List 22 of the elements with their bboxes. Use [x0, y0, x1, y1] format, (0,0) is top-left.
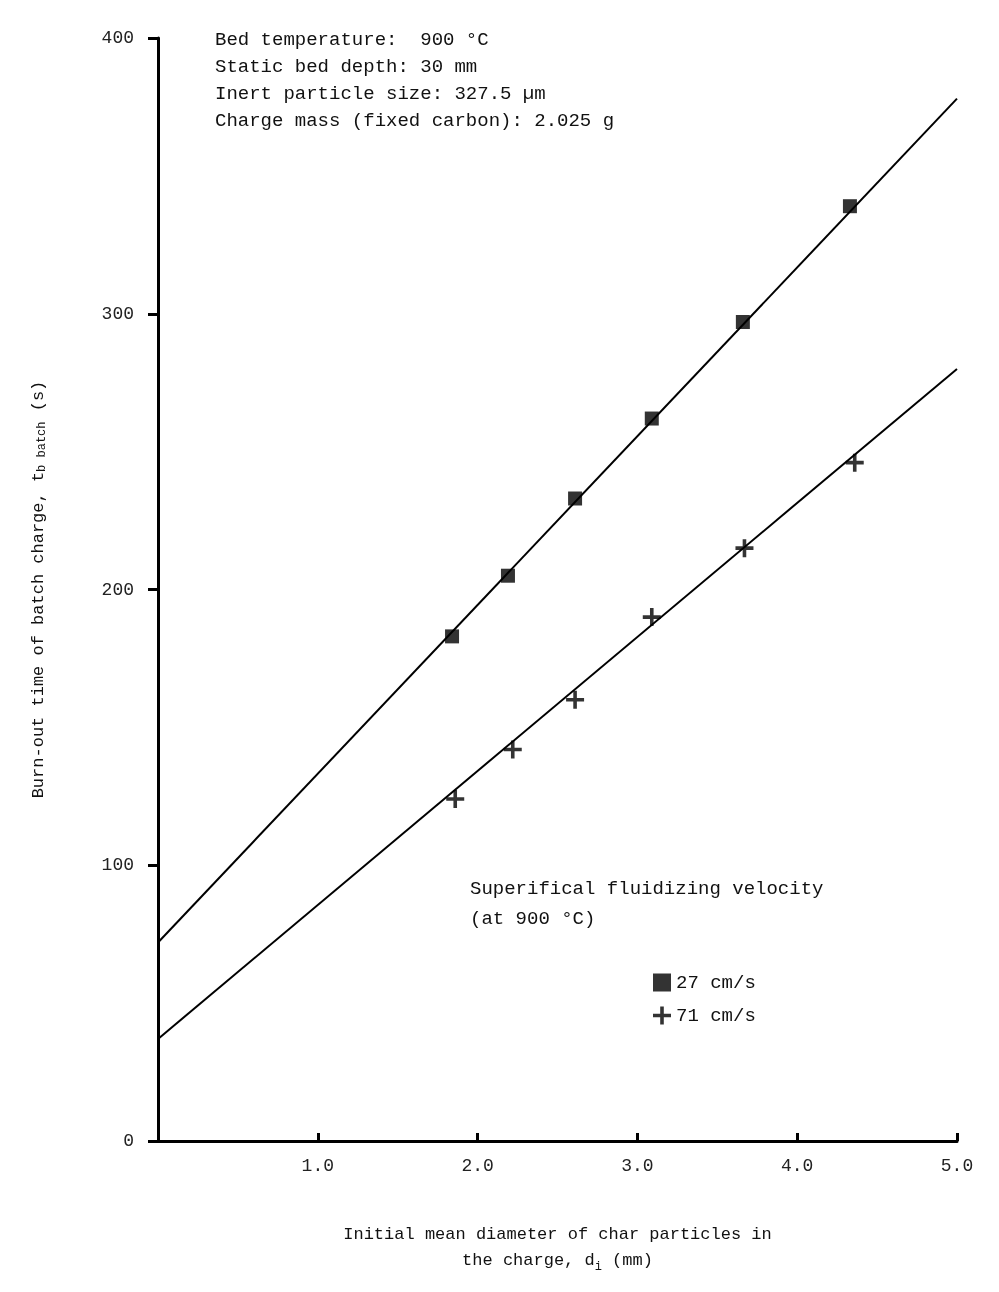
y-tick-label: 200	[101, 579, 134, 600]
y-tick-label: 0	[123, 1131, 134, 1151]
x-tick-label: 2.0	[461, 1156, 494, 1176]
x-tick-label: 4.0	[781, 1156, 814, 1176]
legend-label: 71 cm/s	[676, 1004, 756, 1027]
point	[446, 790, 465, 809]
y-tick-label: 300	[101, 303, 134, 324]
x-tick-label: 5.0	[940, 1156, 974, 1176]
x-tick-label: 1.0	[301, 1156, 334, 1176]
y-tick-label: 400	[101, 28, 134, 48]
annotation: Static bed depth: 30 mm	[215, 55, 478, 78]
point	[845, 453, 864, 472]
y-axis-title: Burn-out time of batch charge, tb batch (s)	[28, 380, 49, 799]
annotation: Inert particle size: 327.5 µm	[215, 82, 546, 105]
point	[642, 608, 661, 627]
point	[566, 690, 585, 709]
y-tick-label: 100	[101, 855, 134, 876]
legend-title: Superifical fluidizing velocity (at 900 °C)	[470, 878, 824, 930]
legend-label: 27 cm/s	[676, 971, 756, 994]
annotation: Bed temperature: 900 °C	[215, 28, 489, 51]
x-tick-label: 3.0	[621, 1156, 654, 1176]
annotation: Charge mass (fixed carbon): 2.025 g	[215, 109, 615, 132]
